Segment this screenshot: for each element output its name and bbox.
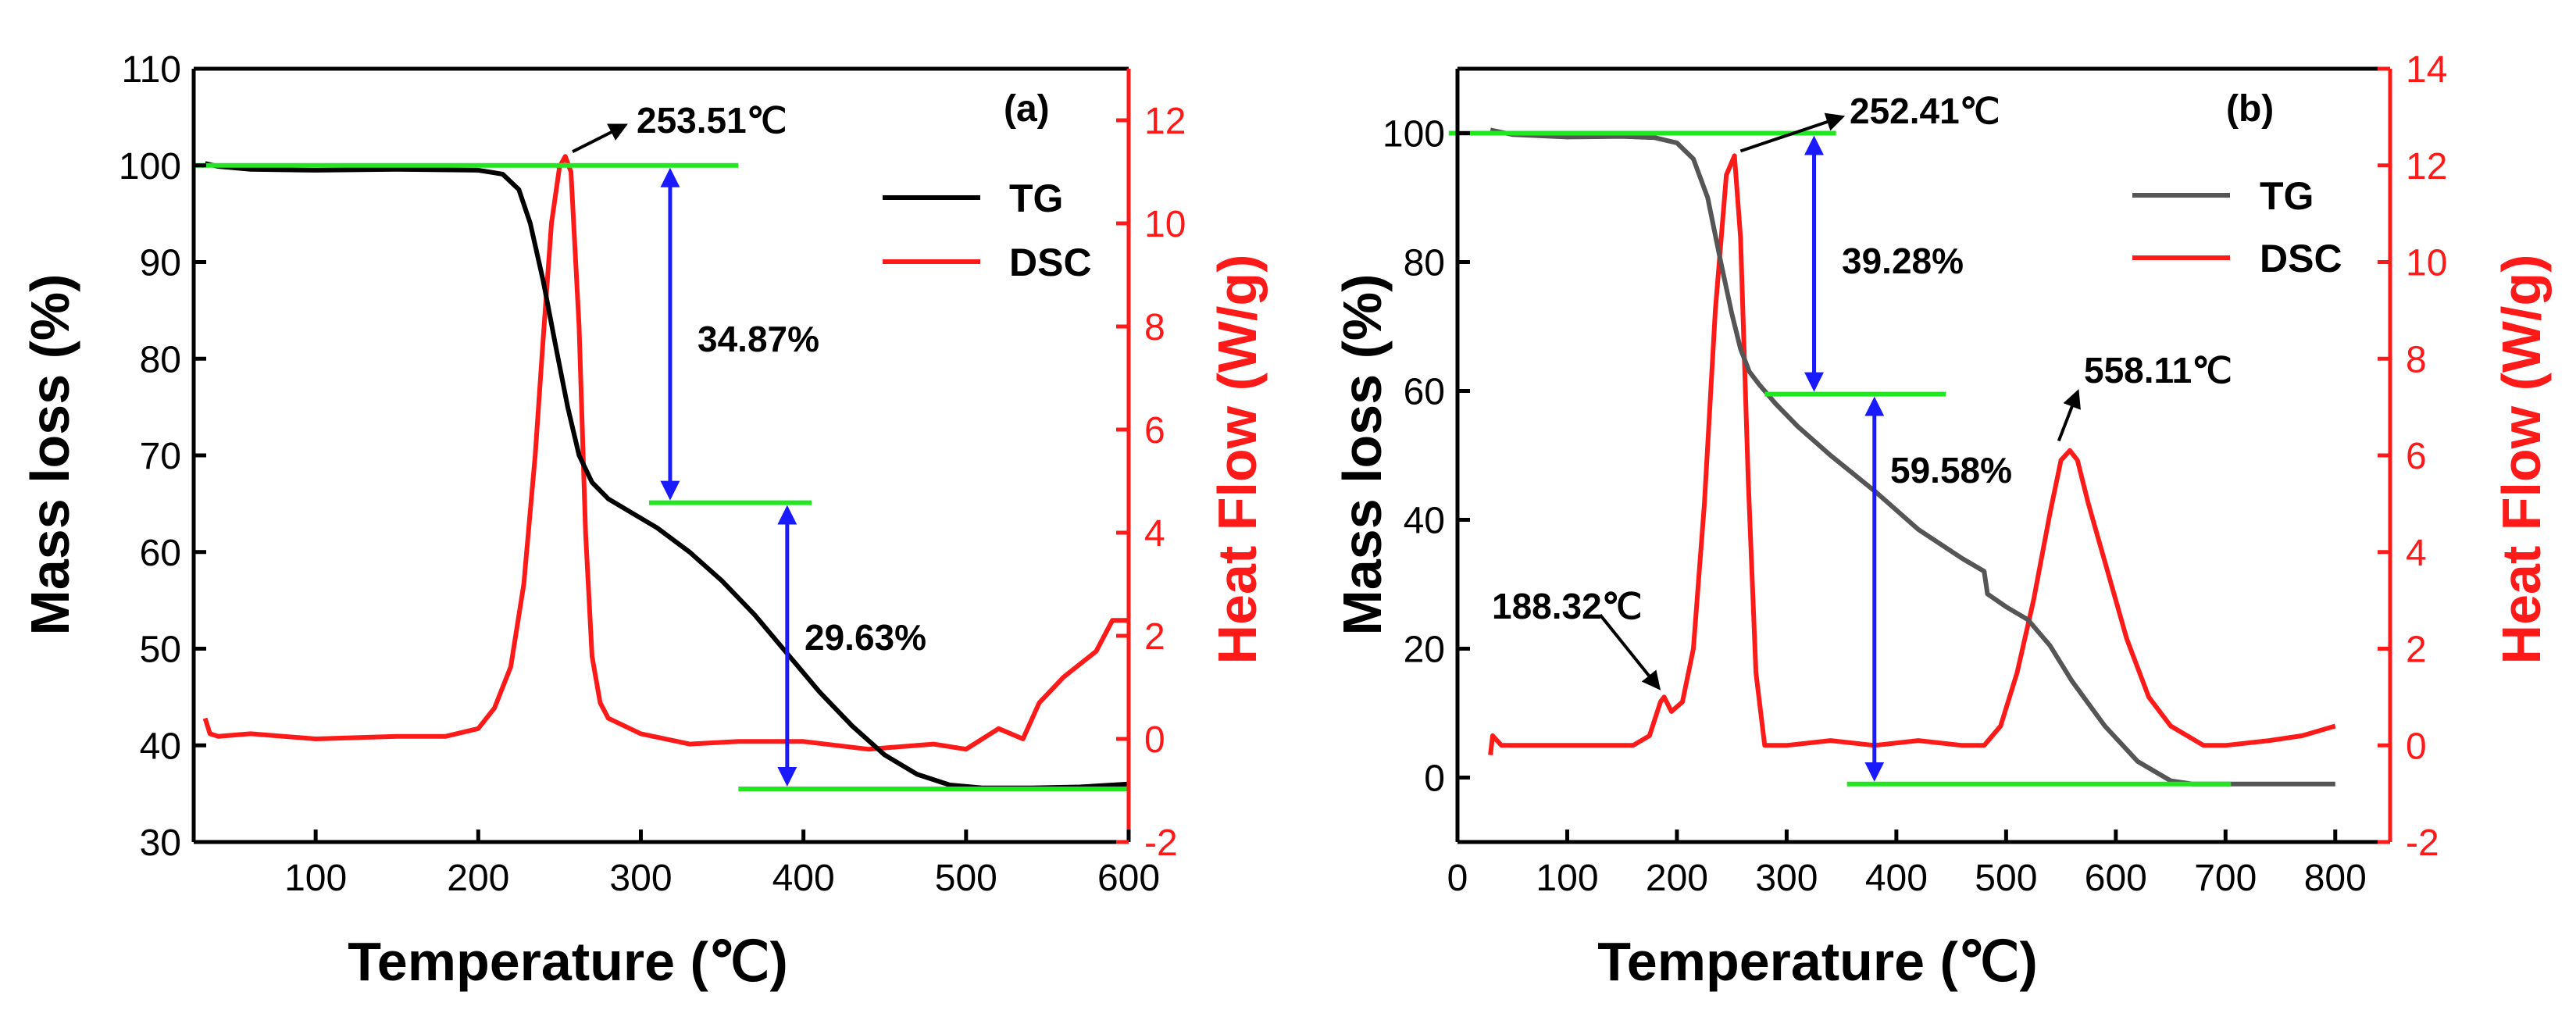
y-tick-label-left-b: 20 — [1404, 630, 1445, 671]
y-tick-label-right-b: 6 — [2406, 436, 2427, 477]
plot-area-a — [202, 154, 1129, 790]
y-tick-label-right-b: 8 — [2406, 339, 2427, 380]
y-tick-label-right-a: 6 — [1144, 410, 1165, 451]
axes-b: 0 100 200 300 400 500 600 700 800 0 20 40 60 80 100 -2 0… — [1383, 49, 2447, 899]
y-tick-label-left-b: 100 — [1383, 114, 1445, 155]
series-line-dsc-a — [202, 154, 1129, 752]
series-line-tg-a — [204, 161, 1129, 790]
y-tick-label-left-b: 60 — [1404, 372, 1445, 413]
peak-pointer-arrow-a — [572, 123, 628, 153]
x-tick-label-a: 300 — [609, 858, 672, 899]
y-tick-label-left-a: 40 — [140, 726, 181, 767]
x-tick-label-b: 800 — [2304, 858, 2367, 899]
series-line-dsc-b — [1488, 153, 2336, 755]
x-tick-label-b: 300 — [1755, 858, 1818, 899]
legend-b: TG DSC — [2132, 174, 2342, 280]
axes-a: 100 200 300 400 500 60030405060708090100110-2… — [119, 49, 1186, 899]
legend-label-dsc-a: DSC — [1009, 241, 1092, 284]
x-tick-label-b: 500 — [1975, 858, 2037, 899]
y-axis-title-right-a: Heat Flow (W/g) — [1207, 255, 1268, 665]
y-tick-label-left-a: 80 — [140, 339, 181, 380]
y-tick-label-left-a: 90 — [140, 243, 181, 284]
y-tick-label-right-a: 8 — [1144, 307, 1165, 348]
y-tick-label-right-b: 10 — [2406, 243, 2447, 284]
y-tick-label-right-b: -2 — [2406, 822, 2439, 864]
x-axis-title-b: Temperature (℃) — [1597, 931, 2038, 992]
y-tick-label-right-a: 12 — [1144, 101, 1186, 142]
y-tick-label-left-a: 30 — [140, 822, 181, 864]
annotation-small-peak-b: 188.32℃ — [1492, 586, 1642, 626]
y-tick-label-right-b: 2 — [2406, 630, 2427, 671]
y-tick-label-left-a: 110 — [121, 49, 181, 91]
y-tick-label-left-a: 100 — [119, 146, 181, 187]
annotation-mass-loss-1-a: 34.87% — [698, 319, 819, 359]
x-tick-label-a: 200 — [447, 858, 509, 899]
y-tick-label-right-a: 2 — [1144, 616, 1165, 658]
y-tick-label-left-a: 70 — [140, 436, 181, 477]
annotation-peak-a: 253.51℃ — [637, 100, 787, 141]
x-tick-label-b: 100 — [1536, 858, 1598, 899]
legend-label-dsc-b: DSC — [2260, 237, 2342, 280]
legend-a: TG DSC — [883, 177, 1092, 284]
reference-lines-a — [194, 123, 1129, 791]
chart-panel-b: 0 100 200 300 400 500 600 700 800 0 20 40 60 80 100 -2 0… — [1332, 49, 2552, 992]
x-tick-label-a: 500 — [935, 858, 997, 899]
panel-label-b: (b) — [2226, 88, 2274, 130]
plot-area-b — [1488, 127, 2336, 787]
y-tick-label-right-a: 4 — [1144, 513, 1165, 555]
y-tick-label-left-b: 0 — [1424, 758, 1445, 800]
y-tick-label-left-a: 50 — [140, 630, 181, 671]
x-tick-label-b: 200 — [1646, 858, 1708, 899]
y-axis-title-right-b: Heat Flow (W/g) — [2491, 255, 2552, 665]
small-peak-pointer-arrow-b — [1599, 613, 1661, 690]
y-tick-label-right-a: -2 — [1144, 822, 1178, 864]
x-tick-label-a: 400 — [772, 858, 835, 899]
x-tick-label-a: 100 — [284, 858, 347, 899]
peak2-pointer-arrow-b — [2057, 389, 2081, 442]
peak-pointer-arrow-b — [1739, 112, 1846, 153]
series-line-tg-b — [1490, 127, 2335, 787]
x-axis-title-a: Temperature (℃) — [348, 931, 788, 992]
y-tick-label-left-b: 80 — [1404, 243, 1445, 284]
annotation-peak2-b: 558.11℃ — [2084, 350, 2232, 391]
annotation-mass-loss-2-b: 59.58% — [1890, 450, 2012, 491]
annotation-mass-loss-2-a: 29.63% — [805, 617, 926, 658]
y-axis-title-left-a: Mass loss (%) — [20, 274, 80, 636]
y-tick-label-left-b: 40 — [1404, 501, 1445, 542]
annotation-mass-loss-1-b: 39.28% — [1842, 241, 1964, 281]
y-tick-label-left-a: 60 — [140, 533, 181, 574]
x-tick-label-b: 400 — [1865, 858, 1928, 899]
panel-label-a: (a) — [1004, 88, 1050, 130]
y-tick-label-right-a: 0 — [1144, 719, 1165, 761]
y-tick-label-right-a: 10 — [1144, 204, 1186, 245]
y-tick-label-right-b: 0 — [2406, 726, 2427, 767]
x-tick-label-b: 700 — [2194, 858, 2257, 899]
y-tick-label-right-b: 4 — [2406, 533, 2427, 574]
x-tick-label-a: 600 — [1097, 858, 1160, 899]
legend-label-tg-b: TG — [2260, 174, 2314, 218]
chart-panel-a: 100 200 300 400 500 60030405060708090100110-2… — [20, 49, 1268, 992]
y-axis-title-left-b: Mass loss (%) — [1332, 274, 1393, 636]
legend-label-tg-a: TG — [1009, 177, 1063, 220]
annotation-peak-b: 252.41℃ — [1850, 91, 2000, 131]
y-tick-label-right-b: 14 — [2406, 49, 2447, 91]
x-tick-label-b: 0 — [1447, 858, 1468, 899]
x-tick-label-b: 600 — [2085, 858, 2147, 899]
reference-lines-b — [1448, 112, 2232, 787]
y-tick-label-right-b: 12 — [2406, 146, 2447, 187]
